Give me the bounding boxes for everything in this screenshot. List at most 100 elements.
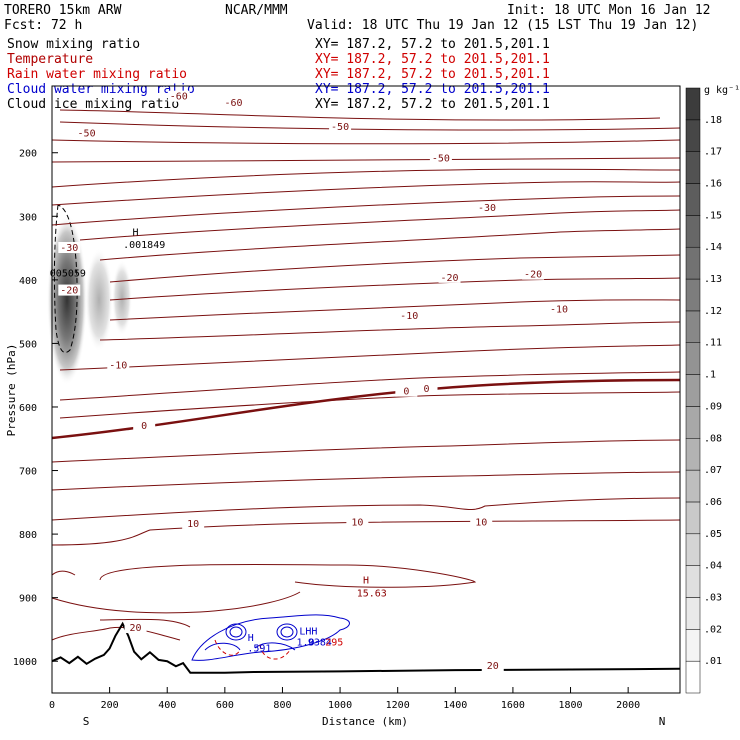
- model-title: TORERO 15km ARW: [4, 3, 122, 18]
- temperature-label: -10: [550, 305, 568, 316]
- cloud-water-contour: [229, 626, 243, 638]
- y-tick-label: 400: [19, 276, 37, 287]
- y-tick-label: 600: [19, 403, 37, 414]
- isotherm: [99, 618, 191, 628]
- isotherm: [51, 563, 477, 588]
- field-xy: XY= 187.2, 57.2 to 201.5,201.1: [315, 67, 550, 82]
- colorbar-label: .13: [704, 274, 722, 285]
- extrema-label: 295: [325, 637, 343, 648]
- center-name: NCAR/MMM: [225, 3, 288, 18]
- snow-core: [47, 215, 87, 385]
- temperature-label-bg: [133, 419, 156, 431]
- temperature-label: -20: [441, 273, 459, 284]
- colorbar-swatch: [685, 246, 701, 280]
- y-ticks: 200 300 400 500 600 700 800 900 1000: [13, 149, 58, 668]
- isotherm: [51, 139, 681, 145]
- temperature-label-bg: [329, 121, 352, 133]
- temperature-label-bg: [75, 127, 98, 139]
- colorbar-label: .1: [704, 370, 716, 381]
- snow-band-2: [112, 260, 132, 336]
- field-name: Snow mixing ratio: [7, 37, 140, 52]
- isotherm: [51, 439, 681, 463]
- y-tick-label: 700: [19, 467, 37, 478]
- temperature-label: -30: [478, 203, 496, 214]
- colorbar: .01 .02 .03 .04 .05 .06 .07 .08 .09 .1 .11 .12 .13 .1…: [685, 85, 740, 694]
- x-tick-label: 2000: [616, 700, 640, 711]
- temperature-label-bg: [346, 516, 369, 528]
- colorbar-label: .11: [704, 338, 722, 349]
- y-tick-label: 200: [19, 149, 37, 160]
- temperature-label-bg: [107, 359, 130, 371]
- colorbar-label: .16: [704, 179, 722, 190]
- colorbar-label: .08: [704, 433, 722, 444]
- isotherm: [59, 121, 681, 131]
- extrema-label: H: [363, 576, 369, 587]
- colorbar-label: .18: [704, 115, 722, 126]
- colorbar-swatch: [685, 629, 701, 662]
- header-text: TORERO 15km ARW NCAR/MMM Init: 18 UTC Mo…: [4, 3, 711, 33]
- temperature-label-bg: [124, 622, 147, 634]
- extrema-label: .591: [247, 644, 271, 655]
- isotherm: [51, 195, 681, 226]
- isotherm: [79, 209, 681, 241]
- isotherm: [51, 519, 681, 546]
- isotherm: [99, 321, 681, 341]
- cloud-water-contour: [225, 623, 247, 641]
- x-tick-label: 200: [101, 700, 119, 711]
- temperature-label: -20: [524, 270, 542, 281]
- colorbar-swatch: [685, 374, 701, 407]
- isotherm: [109, 277, 681, 301]
- extrema-label: .001849: [123, 240, 165, 251]
- terrain-line: [51, 621, 681, 674]
- axes: [51, 85, 681, 694]
- colorbar-swatch: [685, 278, 701, 312]
- temperature-label: -50: [331, 122, 349, 133]
- temperature-label: -50: [78, 129, 96, 140]
- y-axis-label: Pressure (hPa): [5, 344, 18, 437]
- temperature-label: -30: [60, 243, 78, 254]
- isotherm: [99, 228, 681, 261]
- temperature-label-bg: [395, 385, 418, 397]
- temperature-label: 20: [487, 661, 499, 672]
- colorbar-swatch: [685, 119, 701, 152]
- temperature-label-bg: [58, 241, 81, 253]
- valid-time: Valid: 18 UTC Thu 19 Jan 12 (15 LST Thu …: [307, 18, 698, 33]
- isotherm: [51, 181, 681, 206]
- colorbar-label: .14: [704, 242, 722, 253]
- colorbar-label: .15: [704, 210, 722, 221]
- temperature-label-bg: [167, 90, 190, 102]
- temperature-label: -20: [60, 286, 78, 297]
- colorbar-swatch: [685, 438, 701, 471]
- isotherm: [51, 626, 181, 641]
- colorbar-swatch: [685, 310, 701, 343]
- temperature-label-bg: [470, 516, 493, 528]
- temperature-label-bg: [475, 201, 498, 213]
- temperature-label: 10: [351, 518, 363, 529]
- isotherm: [51, 471, 681, 491]
- cloud-water-contour: [204, 642, 296, 651]
- x-tick-label: 1000: [328, 700, 352, 711]
- isotherm: [109, 299, 681, 321]
- colorbar-swatch: [685, 565, 701, 598]
- x-tick-label: 400: [158, 700, 176, 711]
- temperature-label: -10: [109, 361, 127, 372]
- field-name: Cloud ice mixing ratio: [7, 97, 179, 112]
- isotherm: [59, 344, 681, 371]
- temperature-label-bg: [398, 309, 421, 321]
- temperature-labels: -60 -60 -50 -50 -50 -30 -30 -20 -20 -20 -10 -10 -10 0…: [58, 90, 571, 672]
- x-tick-label: 1200: [386, 700, 410, 711]
- cloud-water-contour: [276, 623, 298, 641]
- temperature-label: 0: [403, 387, 409, 398]
- field-xy: XY= 187.2, 57.2 to 201.5,201.1: [315, 37, 550, 52]
- y-tick-label: 900: [19, 594, 37, 605]
- field-name: Rain water mixing ratio: [7, 67, 187, 82]
- y-tick-label: 300: [19, 212, 37, 223]
- temperature-label: 20: [130, 623, 142, 634]
- extrema-label: 1.0: [296, 637, 314, 648]
- isotherm: [51, 168, 681, 188]
- colorbar-label: .04: [704, 561, 722, 572]
- colorbar-label: .09: [704, 401, 722, 412]
- y-tick-label: 800: [19, 530, 37, 541]
- temperature-label-bg: [438, 271, 461, 283]
